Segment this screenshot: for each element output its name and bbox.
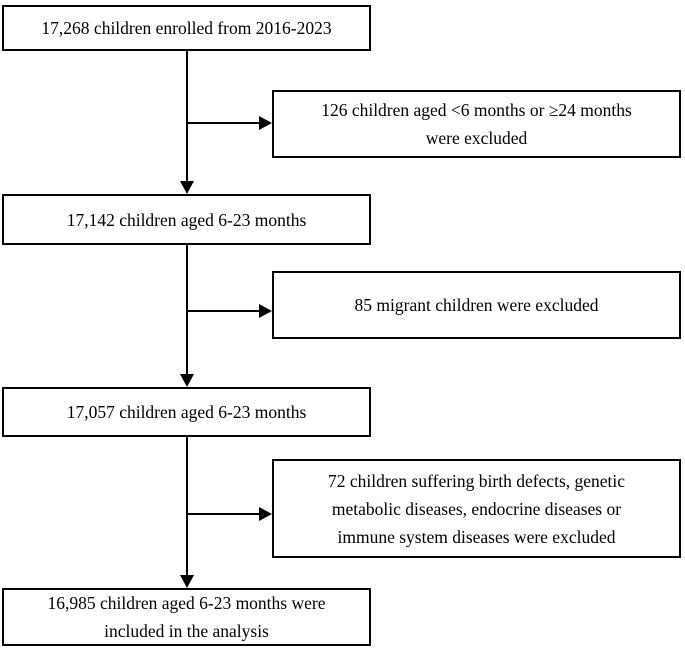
flow-box-aged-6-23-months-text: 17,142 children aged 6-23 months bbox=[66, 209, 307, 230]
down-arrow-3-head-icon bbox=[180, 575, 194, 588]
flow-box-after-migrant-exclusion-text: 17,057 children aged 6-23 months bbox=[66, 402, 307, 422]
flow-box-enrolled: 17,268 children enrolled from 2016-2023 bbox=[2, 5, 371, 51]
flow-box-final-analysis: 16,985 children aged 6-23 months were inc… bbox=[2, 588, 371, 646]
flow-box-aged-6-23-months: 17,142 children aged 6-23 months bbox=[2, 194, 371, 245]
exclusion-box-age-text: 126 children aged <6 months or ≥24 month… bbox=[321, 100, 632, 148]
flow-box-after-migrant-exclusion: 17,057 children aged 6-23 months bbox=[2, 387, 371, 437]
right-arrow-3-head-icon bbox=[259, 507, 272, 521]
down-arrow-3-line bbox=[186, 437, 188, 576]
right-arrow-1-line bbox=[186, 122, 260, 124]
down-arrow-1-line bbox=[186, 51, 188, 182]
right-arrow-2-line bbox=[186, 310, 260, 312]
right-arrow-3-line bbox=[186, 513, 260, 515]
down-arrow-2-head-icon bbox=[180, 374, 194, 387]
exclusion-box-disease: 72 children suffering birth defects, gen… bbox=[272, 459, 681, 558]
down-arrow-1-head-icon bbox=[180, 181, 194, 194]
exclusion-box-migrant: 85 migrant children were excluded bbox=[272, 271, 681, 339]
flow-box-final-analysis-text: 16,985 children aged 6-23 months were inc… bbox=[47, 593, 326, 641]
flow-box-enrolled-text: 17,268 children enrolled from 2016-2023 bbox=[41, 18, 332, 38]
right-arrow-1-head-icon bbox=[259, 116, 272, 130]
exclusion-box-migrant-text: 85 migrant children were excluded bbox=[354, 295, 599, 315]
exclusion-box-age: 126 children aged <6 months or ≥24 month… bbox=[272, 90, 681, 158]
right-arrow-2-head-icon bbox=[259, 304, 272, 318]
exclusion-box-disease-text: 72 children suffering birth defects, gen… bbox=[327, 470, 626, 547]
